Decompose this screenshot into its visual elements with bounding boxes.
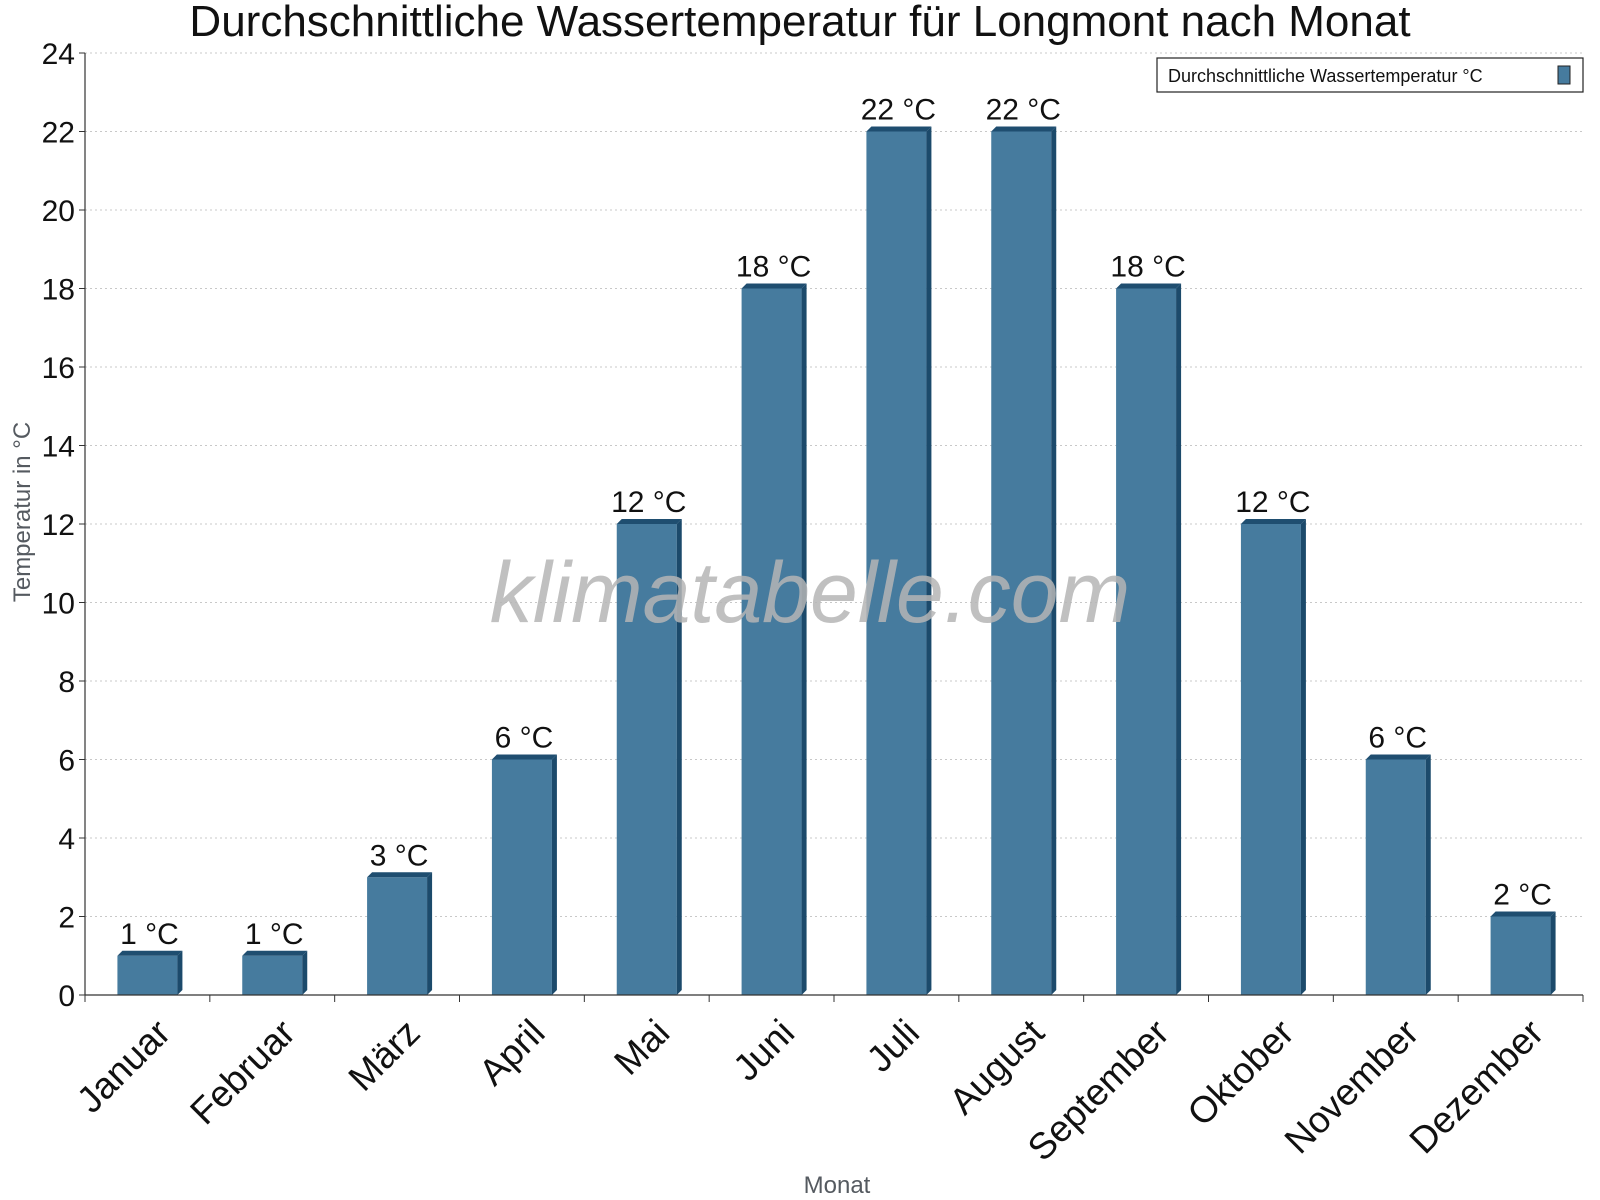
bar-side — [302, 950, 308, 995]
bar-side — [427, 872, 433, 995]
bar-top — [991, 126, 1057, 132]
x-axis-ticks: Januar Februar März April Mai Juni Juli AugustS… — [69, 995, 1584, 1169]
x-tick-label: April — [471, 1012, 552, 1093]
bar-top — [1116, 283, 1182, 289]
bar-top — [1240, 519, 1306, 524]
bar-top — [117, 950, 183, 956]
bars: 1 °C 1 °C 3 °C 6 °C 12 °C 18 °C 22 °C 22 °C 18 °… — [117, 94, 1556, 995]
x-tick-label: Oktober — [1180, 1012, 1302, 1134]
y-tick-label: 8 — [58, 666, 75, 699]
y-tick-label: 10 — [42, 588, 75, 621]
bar-side — [801, 283, 807, 995]
x-tick-label: November — [1277, 1012, 1427, 1162]
bar-front — [367, 877, 428, 995]
bar-front — [1365, 759, 1426, 995]
bar-side — [1176, 283, 1182, 995]
bar-front — [741, 288, 802, 995]
bar-august: 22 °C — [986, 94, 1061, 995]
legend-swatch — [1557, 65, 1571, 85]
data-label: 6 °C — [495, 722, 554, 755]
y-axis-label: Temperatur in °C — [9, 422, 36, 602]
bar-front — [616, 524, 677, 995]
y-tick-label: 22 — [42, 117, 75, 150]
bar-mai: 12 °C — [611, 486, 686, 995]
bar-top — [741, 283, 807, 289]
bar-top — [367, 872, 433, 878]
bar-top — [242, 950, 308, 956]
bar-front — [1490, 916, 1551, 995]
bar-front — [491, 759, 552, 995]
x-tick-label: August — [941, 1011, 1052, 1122]
data-label: 12 °C — [1235, 486, 1310, 519]
bar-front — [117, 955, 178, 995]
data-label: 18 °C — [736, 251, 811, 284]
x-tick-label: Mai — [606, 1012, 677, 1083]
legend-entry-label: Durchschnittliche Wassertemperatur °C — [1168, 66, 1483, 86]
bar-april: 6 °C — [491, 722, 557, 995]
bar-side — [676, 519, 682, 995]
bar-side — [926, 126, 932, 995]
legend-box — [1156, 57, 1584, 93]
bar-top — [1490, 911, 1556, 917]
data-label: 3 °C — [370, 839, 429, 872]
bar-side — [551, 754, 557, 995]
bar-front — [991, 131, 1052, 995]
bar-front — [242, 955, 303, 995]
data-label: 22 °C — [986, 94, 1061, 127]
bar-side — [1300, 519, 1306, 995]
bar-november: 6 °C — [1365, 722, 1431, 995]
y-tick-label: 0 — [58, 980, 75, 1013]
x-tick-label: Juli — [859, 1012, 927, 1080]
bar-februar: 1 °C — [242, 918, 308, 995]
x-tick-label: März — [341, 1012, 428, 1099]
legend: Durchschnittliche Wassertemperatur °C — [1156, 57, 1584, 93]
data-label: 1 °C — [120, 918, 179, 951]
chart-title: Durchschnittliche Wassertemperatur für L… — [189, 0, 1410, 46]
y-tick-label: 6 — [58, 745, 75, 778]
bar-top — [1365, 754, 1431, 760]
y-tick-label: 4 — [58, 823, 75, 856]
bar-top — [491, 754, 557, 760]
data-label: 12 °C — [611, 486, 686, 519]
y-tick-label: 12 — [42, 509, 75, 542]
x-axis-label: Monat — [804, 1172, 871, 1199]
data-label: 1 °C — [245, 918, 304, 951]
bar-märz: 3 °C — [367, 839, 433, 995]
y-tick-label: 18 — [42, 274, 75, 307]
bar-front — [1240, 524, 1301, 995]
bar-side — [1425, 754, 1431, 995]
x-tick-label: Februar — [182, 1012, 303, 1133]
data-label: 6 °C — [1368, 722, 1427, 755]
data-label: 18 °C — [1110, 251, 1185, 284]
y-tick-label: 24 — [42, 38, 75, 71]
bar-top — [616, 519, 682, 524]
y-tick-label: 14 — [42, 431, 75, 464]
data-label: 2 °C — [1493, 879, 1552, 912]
bar-september: 18 °C — [1110, 251, 1186, 995]
y-tick-label: 2 — [58, 902, 75, 935]
axes — [84, 53, 1583, 996]
x-tick-label: Dezember — [1402, 1012, 1552, 1162]
watermark-logo: klimatabelle.com — [490, 545, 1130, 641]
y-tick-label: 16 — [42, 352, 75, 385]
bar-top — [866, 126, 932, 132]
bar-front — [866, 131, 927, 995]
bar-juni: 18 °C — [736, 251, 811, 995]
bar-side — [1051, 126, 1057, 995]
bar-oktober: 12 °C — [1235, 486, 1311, 995]
gridlines — [85, 52, 1583, 917]
data-label: 22 °C — [861, 94, 936, 127]
bar-side — [1550, 911, 1556, 995]
bar-front — [1116, 288, 1177, 995]
bar-dezember: 2 °C — [1490, 879, 1556, 995]
y-tick-label: 20 — [42, 195, 75, 228]
bar-juli: 22 °C — [861, 94, 936, 995]
x-tick-label: Januar — [69, 1012, 178, 1121]
bar-januar: 1 °C — [117, 918, 183, 995]
bar-side — [177, 950, 183, 995]
x-tick-label: Juni — [725, 1012, 802, 1089]
